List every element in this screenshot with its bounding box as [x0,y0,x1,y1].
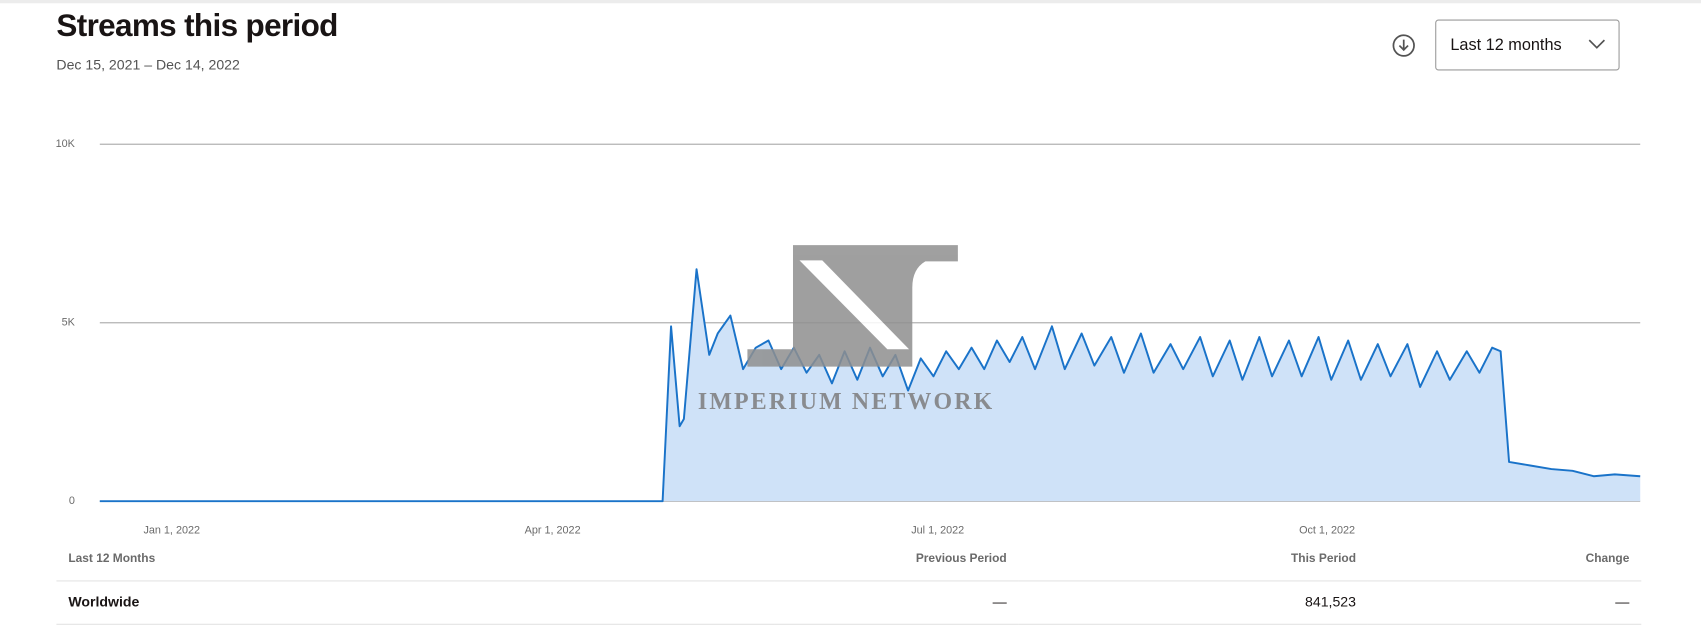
watermark: IMPERIUM NETWORK [698,245,995,415]
chevron [1588,39,1605,49]
range-label: Last 12 months [1450,35,1562,55]
cell: Worldwide [56,580,775,625]
column-header: Last 12 Months [56,546,775,582]
summary-table: Last 12 Months Previous Period This Peri… [56,546,1642,625]
cell: — [774,580,1019,625]
area-fill [99,269,1641,502]
cell: 841,523 [1018,580,1368,625]
watermark-text: IMPERIUM NETWORK [698,389,995,415]
date-range: Dec 15, 2021 – Dec 14, 2022 [56,56,240,73]
x-tick-label: Oct 1, 2022 [1299,524,1355,536]
y-tick-label: 0 [69,495,75,507]
column-header: This Period [1018,546,1368,582]
y-tick-label: 5K [62,317,76,329]
watermark-slash [799,260,910,350]
range-dropdown[interactable]: Last 12 months [1435,19,1620,71]
table-header: Last 12 Months Previous Period This Peri… [56,546,1642,582]
column-header: Change [1367,546,1642,582]
download-button[interactable] [1392,34,1416,58]
y-tick-label: 10K [56,138,76,150]
x-tick-label: Jul 1, 2022 [911,524,964,536]
x-tick-label: Jan 1, 2022 [143,524,200,536]
x-tick-label: Apr 1, 2022 [525,524,581,536]
top-border [0,0,1701,4]
table-row: Worldwide — 841,523 — [56,580,1642,625]
cell: — [1367,580,1642,625]
column-header: Previous Period [774,546,1019,582]
page-title: Streams this period [56,8,338,44]
chart: 0 5K 10K Jan 1, 2022 Apr 1, 2022 Jul 1, 2022 O… [56,138,1641,536]
